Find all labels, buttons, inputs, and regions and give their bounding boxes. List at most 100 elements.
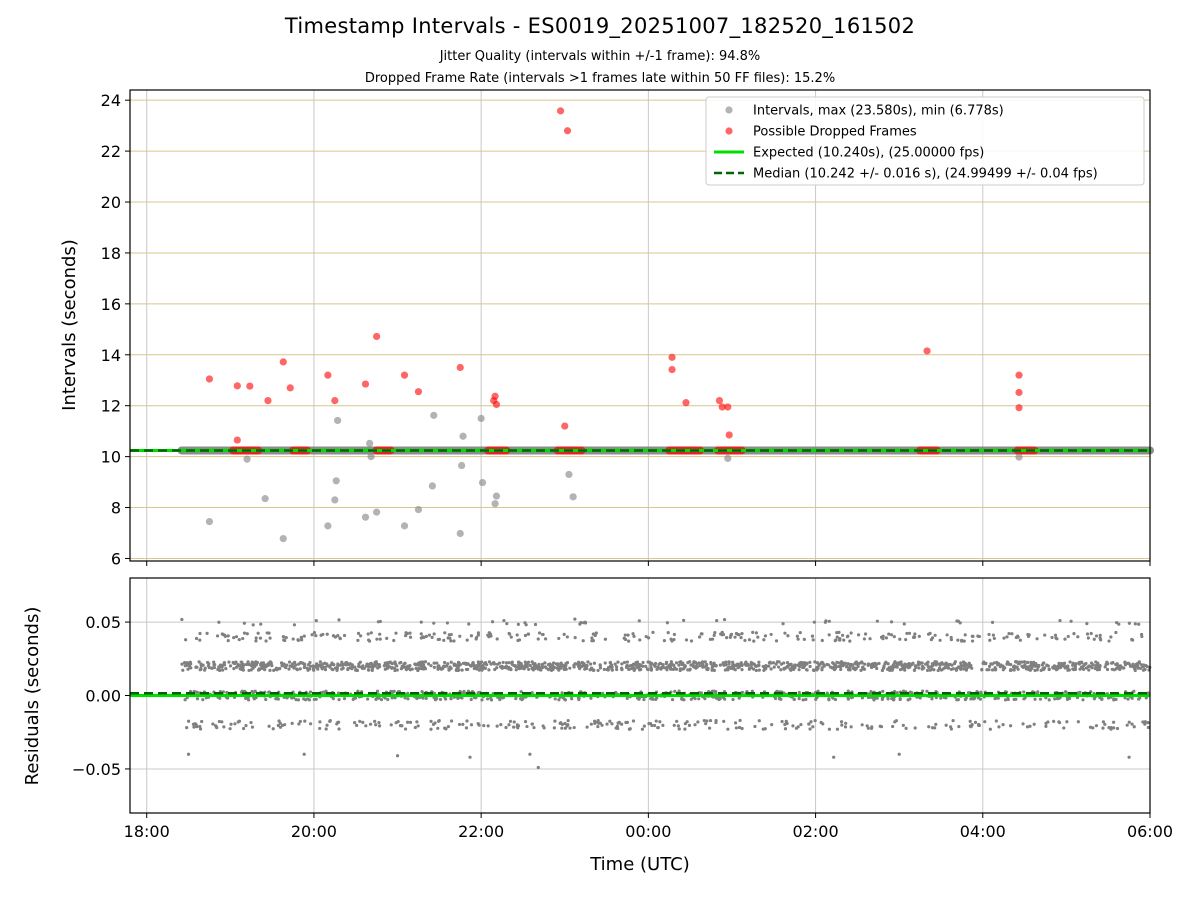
interval-point	[565, 470, 573, 479]
residual-point	[1126, 697, 1130, 701]
residual-point	[605, 722, 609, 726]
residual-point	[881, 666, 886, 670]
residual-point	[583, 621, 588, 625]
residual-point	[757, 663, 761, 667]
residual-point	[688, 660, 692, 664]
residual-point	[892, 661, 897, 665]
residual-point	[501, 696, 505, 700]
residual-point	[1029, 663, 1034, 667]
residual-point	[1103, 665, 1107, 669]
residual-point	[970, 639, 975, 643]
residual-point	[224, 667, 228, 671]
dropped-frame-point	[331, 397, 339, 405]
residual-point	[793, 663, 797, 667]
residual-point	[1114, 667, 1118, 671]
residual-point	[733, 721, 738, 725]
residual-point	[833, 667, 837, 671]
residual-point	[338, 636, 342, 640]
residual-point	[848, 662, 853, 667]
residual-point	[722, 617, 727, 622]
residual-point	[274, 697, 278, 701]
residual-point	[970, 634, 974, 638]
residual-point	[408, 668, 412, 672]
residual-point	[1144, 696, 1148, 700]
residual-point	[205, 631, 209, 635]
residual-point	[623, 637, 628, 642]
residual-point	[849, 631, 853, 635]
residual-point	[1021, 722, 1025, 726]
residual-point	[817, 663, 821, 667]
residuals-axes-frame	[129, 577, 1151, 814]
residual-point	[568, 726, 572, 730]
residual-point	[367, 664, 371, 669]
residual-point	[613, 662, 617, 666]
residual-point	[247, 668, 251, 673]
residual-point	[589, 662, 593, 666]
residual-point	[727, 660, 731, 664]
residual-point	[1009, 668, 1013, 672]
residual-point	[271, 727, 275, 731]
residual-point	[514, 668, 518, 672]
residual-point	[259, 662, 263, 666]
residual-point	[530, 722, 534, 726]
residual-point	[1138, 666, 1143, 670]
residual-point	[1039, 668, 1043, 672]
residual-point	[687, 723, 692, 728]
residual-point	[827, 663, 831, 667]
residual-point	[670, 698, 675, 702]
residual-point	[1097, 667, 1102, 672]
residual-point	[973, 720, 978, 724]
residual-point	[526, 632, 530, 636]
residual-point	[251, 623, 255, 627]
residual-point	[854, 662, 858, 666]
dropped-frame-point	[246, 382, 254, 390]
dropped-frame-point	[668, 353, 676, 361]
residual-point	[708, 637, 713, 641]
residual-point	[508, 719, 513, 723]
residual-point	[892, 697, 896, 702]
residual-point	[1136, 664, 1140, 668]
residual-point	[1043, 666, 1047, 670]
residual-point	[226, 639, 230, 643]
residual-point	[421, 635, 425, 639]
residual-point	[884, 636, 889, 640]
residual-point	[457, 668, 461, 672]
residual-point	[1035, 637, 1039, 641]
residual-point	[1084, 661, 1088, 666]
residual-point	[1069, 619, 1073, 623]
residual-point	[577, 696, 581, 700]
residual-point	[598, 721, 602, 725]
residual-point	[528, 663, 532, 668]
residual-point	[1137, 661, 1142, 665]
residual-point	[504, 725, 508, 730]
residual-point	[507, 665, 511, 670]
residual-point	[560, 722, 564, 727]
residual-point	[1033, 697, 1037, 701]
residual-point	[610, 722, 614, 726]
residual-point	[572, 725, 576, 730]
residual-point	[799, 722, 803, 727]
residual-point	[212, 666, 217, 670]
dropped-frame-point	[264, 397, 272, 405]
residual-point	[714, 718, 718, 723]
residual-point	[761, 664, 765, 669]
residual-point	[990, 620, 995, 624]
residual-point	[590, 636, 594, 640]
residual-point	[846, 689, 850, 693]
residual-point	[490, 620, 495, 624]
residual-point	[712, 633, 716, 638]
residual-point	[272, 668, 276, 672]
dropped-frame-point	[492, 400, 501, 409]
residual-point	[1114, 630, 1118, 635]
residual-point	[275, 668, 279, 672]
residual-point	[638, 662, 642, 667]
residual-point	[1058, 665, 1063, 669]
residual-point	[512, 725, 516, 729]
residual-point	[783, 727, 788, 731]
residual-point	[724, 660, 728, 664]
residual-point	[438, 697, 443, 702]
residual-point	[297, 722, 301, 726]
residual-point	[419, 632, 423, 636]
residual-point	[754, 668, 758, 673]
residual-point	[386, 697, 390, 702]
